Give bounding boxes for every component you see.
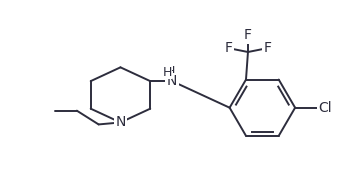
Text: N: N — [167, 74, 177, 88]
Text: F: F — [224, 41, 232, 55]
Text: Cl: Cl — [318, 101, 332, 115]
Text: F: F — [264, 41, 272, 55]
Text: H: H — [165, 65, 175, 78]
Text: F: F — [244, 28, 252, 42]
Text: N: N — [115, 115, 126, 129]
Text: H: H — [162, 66, 172, 79]
